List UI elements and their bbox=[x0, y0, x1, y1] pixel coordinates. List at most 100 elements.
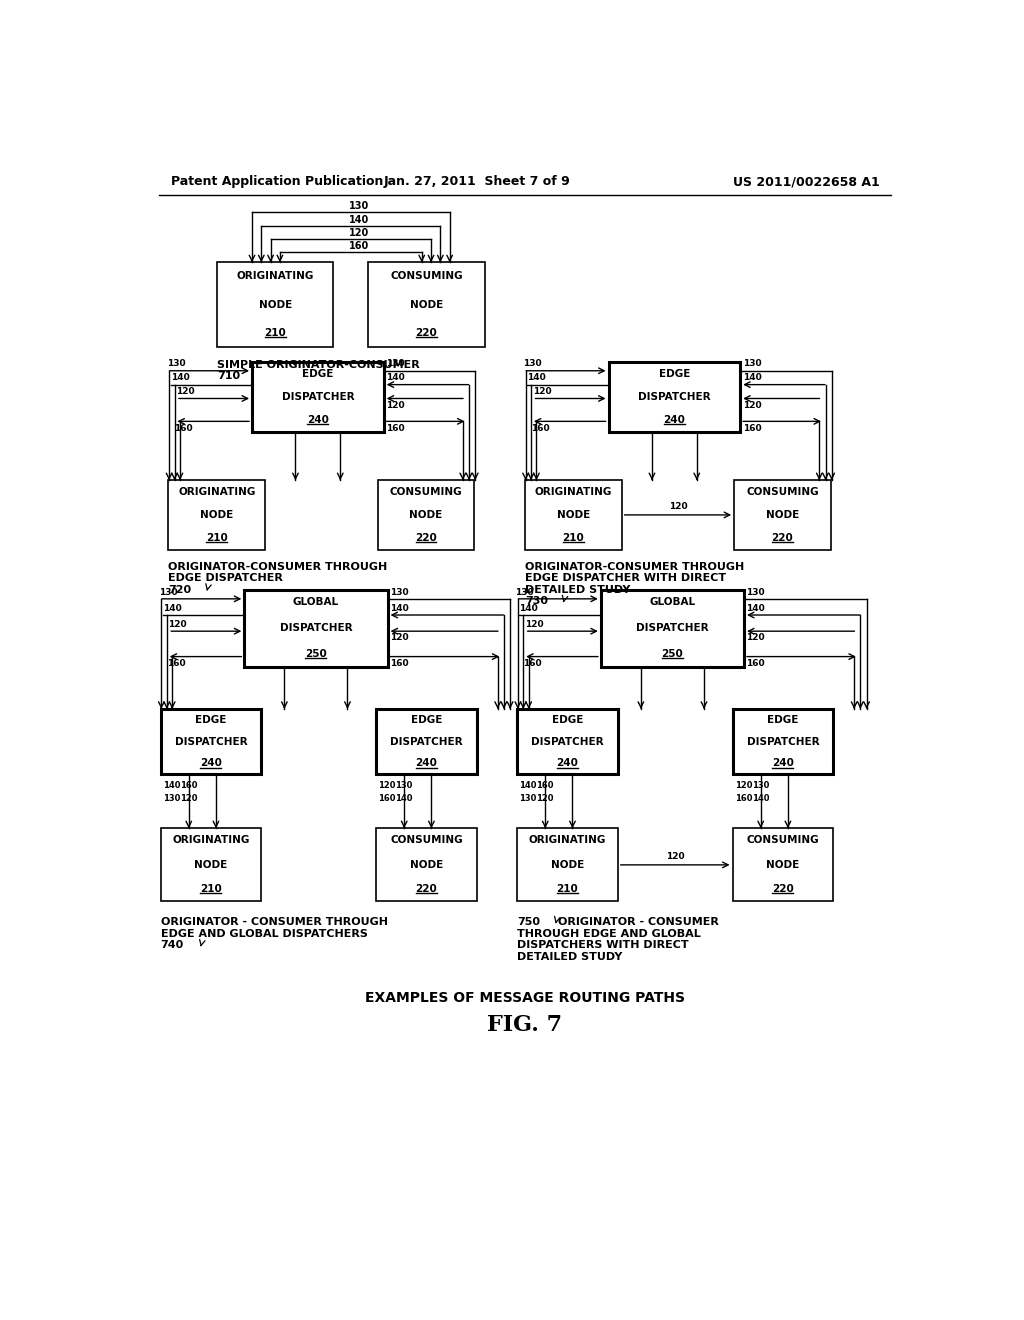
Bar bbox=[732, 829, 834, 902]
Text: 140: 140 bbox=[171, 374, 189, 383]
Text: EDGE DISPATCHER WITH DIRECT: EDGE DISPATCHER WITH DIRECT bbox=[524, 573, 726, 583]
Text: 210: 210 bbox=[264, 327, 286, 338]
Text: 160: 160 bbox=[390, 659, 409, 668]
Text: 140: 140 bbox=[163, 603, 181, 612]
Text: 220: 220 bbox=[415, 533, 437, 543]
Text: DISPATCHER: DISPATCHER bbox=[638, 392, 711, 403]
Text: NODE: NODE bbox=[410, 859, 443, 870]
Text: ORIGINATING: ORIGINATING bbox=[172, 836, 250, 846]
Text: 160: 160 bbox=[348, 240, 369, 251]
Text: 720: 720 bbox=[168, 585, 191, 594]
Text: ORIGINATOR-CONSUMER THROUGH: ORIGINATOR-CONSUMER THROUGH bbox=[168, 561, 387, 572]
Bar bbox=[734, 480, 830, 549]
Text: CONSUMING: CONSUMING bbox=[746, 836, 819, 846]
Text: 120: 120 bbox=[176, 387, 195, 396]
Text: 220: 220 bbox=[772, 884, 794, 894]
Text: 120: 120 bbox=[390, 634, 409, 643]
Text: 120: 120 bbox=[666, 851, 684, 861]
Text: 140: 140 bbox=[163, 780, 180, 789]
Text: 210: 210 bbox=[200, 884, 222, 894]
Text: 140: 140 bbox=[742, 374, 761, 383]
Text: 120: 120 bbox=[386, 401, 404, 409]
Text: Jan. 27, 2011  Sheet 7 of 9: Jan. 27, 2011 Sheet 7 of 9 bbox=[383, 176, 570, 187]
Text: 140: 140 bbox=[395, 793, 413, 803]
Text: EDGE: EDGE bbox=[552, 715, 583, 725]
Text: DISPATCHER: DISPATCHER bbox=[175, 737, 247, 747]
Text: 210: 210 bbox=[557, 884, 579, 894]
Text: 160: 160 bbox=[531, 424, 550, 433]
Text: 160: 160 bbox=[735, 793, 753, 803]
Text: 140: 140 bbox=[386, 374, 404, 383]
Text: EDGE: EDGE bbox=[767, 715, 799, 725]
Text: 250: 250 bbox=[662, 648, 683, 659]
Text: NODE: NODE bbox=[200, 510, 233, 520]
Text: GLOBAL: GLOBAL bbox=[293, 598, 339, 607]
Text: 140: 140 bbox=[746, 603, 765, 612]
Text: 130: 130 bbox=[163, 793, 180, 803]
Bar bbox=[245, 590, 388, 667]
Bar bbox=[217, 263, 334, 347]
Text: CONSUMING: CONSUMING bbox=[390, 272, 463, 281]
Text: 220: 220 bbox=[416, 327, 437, 338]
Text: 120: 120 bbox=[348, 228, 369, 238]
Text: 240: 240 bbox=[416, 759, 437, 768]
Bar bbox=[369, 263, 484, 347]
Text: 140: 140 bbox=[519, 603, 539, 612]
Text: EXAMPLES OF MESSAGE ROUTING PATHS: EXAMPLES OF MESSAGE ROUTING PATHS bbox=[365, 991, 685, 1005]
Text: 120: 120 bbox=[532, 387, 551, 396]
Bar bbox=[252, 363, 384, 432]
Text: EDGE: EDGE bbox=[411, 715, 442, 725]
Text: 160: 160 bbox=[180, 780, 198, 789]
Text: 130: 130 bbox=[746, 587, 765, 597]
Bar bbox=[524, 480, 622, 549]
Text: ORIGINATING: ORIGINATING bbox=[528, 836, 606, 846]
Text: 120: 120 bbox=[168, 620, 187, 628]
Text: DISPATCHER: DISPATCHER bbox=[636, 623, 709, 634]
Text: 160: 160 bbox=[523, 659, 542, 668]
Text: THROUGH EDGE AND GLOBAL: THROUGH EDGE AND GLOBAL bbox=[517, 929, 700, 939]
Text: 130: 130 bbox=[390, 587, 409, 597]
Text: EDGE: EDGE bbox=[196, 715, 226, 725]
Bar bbox=[376, 709, 477, 775]
Text: 160: 160 bbox=[537, 780, 554, 789]
Text: NODE: NODE bbox=[766, 859, 800, 870]
Text: 210: 210 bbox=[206, 533, 227, 543]
Text: 220: 220 bbox=[772, 533, 794, 543]
Bar bbox=[732, 709, 834, 775]
Bar bbox=[601, 590, 744, 667]
Text: 140: 140 bbox=[519, 780, 537, 789]
Text: US 2011/0022658 A1: US 2011/0022658 A1 bbox=[733, 176, 880, 187]
Text: DETAILED STUDY: DETAILED STUDY bbox=[524, 585, 630, 594]
Bar bbox=[376, 829, 477, 902]
Text: CONSUMING: CONSUMING bbox=[390, 487, 462, 496]
Text: 160: 160 bbox=[378, 793, 396, 803]
Text: CONSUMING: CONSUMING bbox=[746, 487, 819, 496]
Text: 120: 120 bbox=[742, 401, 761, 409]
Text: 160: 160 bbox=[386, 424, 404, 433]
Text: EDGE AND GLOBAL DISPATCHERS: EDGE AND GLOBAL DISPATCHERS bbox=[161, 929, 368, 939]
Text: DISPATCHER: DISPATCHER bbox=[282, 392, 354, 403]
Text: 120: 120 bbox=[537, 793, 554, 803]
Bar bbox=[161, 709, 261, 775]
Text: NODE: NODE bbox=[551, 859, 584, 870]
Text: 210: 210 bbox=[562, 533, 584, 543]
Text: 120: 120 bbox=[746, 634, 765, 643]
Text: 140: 140 bbox=[348, 215, 369, 224]
Text: 130: 130 bbox=[752, 780, 769, 789]
Text: 130: 130 bbox=[519, 793, 537, 803]
Text: ORIGINATING: ORIGINATING bbox=[535, 487, 612, 496]
Bar bbox=[161, 829, 261, 902]
Text: 740: 740 bbox=[161, 940, 183, 950]
Text: 140: 140 bbox=[390, 603, 409, 612]
Text: NODE: NODE bbox=[410, 300, 443, 310]
Text: GLOBAL: GLOBAL bbox=[649, 598, 695, 607]
Text: DISPATCHER: DISPATCHER bbox=[390, 737, 463, 747]
Text: ORIGINATING: ORIGINATING bbox=[237, 272, 314, 281]
Text: ORIGINATOR-CONSUMER THROUGH: ORIGINATOR-CONSUMER THROUGH bbox=[524, 561, 744, 572]
Text: 240: 240 bbox=[307, 416, 329, 425]
Text: NODE: NODE bbox=[557, 510, 590, 520]
Text: NODE: NODE bbox=[259, 300, 292, 310]
Text: 140: 140 bbox=[527, 374, 546, 383]
Text: 130: 130 bbox=[159, 587, 177, 597]
Text: ORIGINATOR - CONSUMER THROUGH: ORIGINATOR - CONSUMER THROUGH bbox=[161, 917, 387, 927]
